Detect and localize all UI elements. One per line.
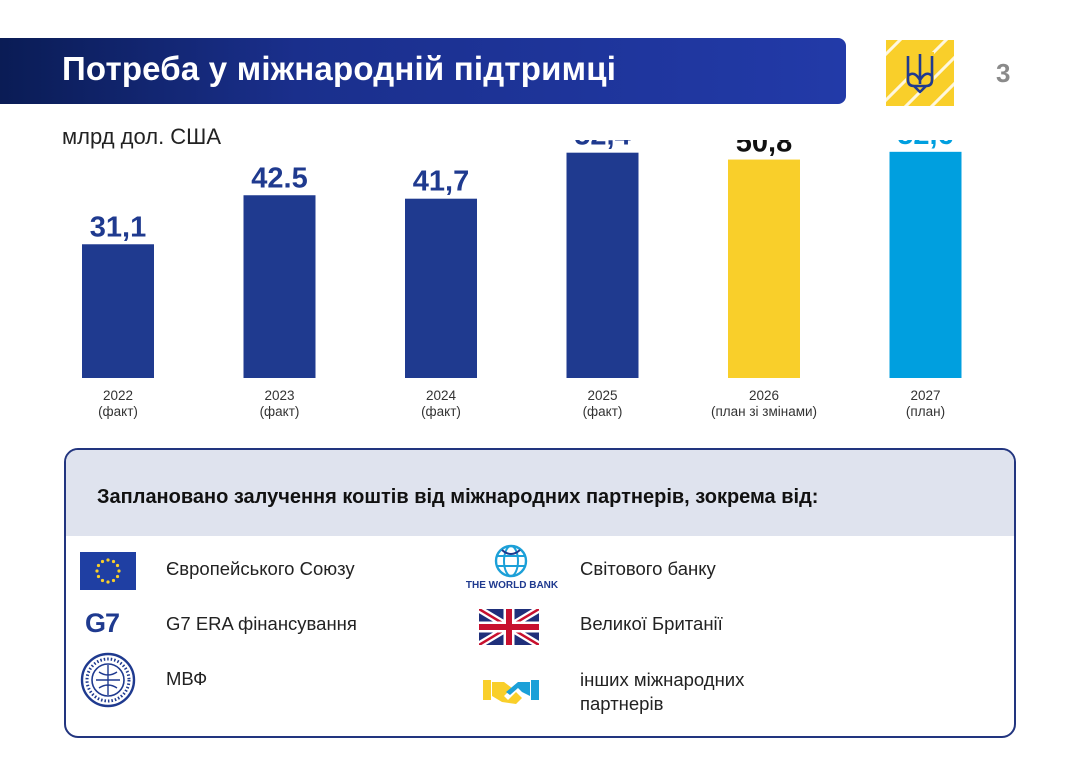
- partner-label-imf: МВФ: [166, 668, 208, 689]
- eu-star: [100, 559, 105, 564]
- partner-label-others-line2: партнерів: [580, 693, 664, 714]
- partner-label-eu: Європейського Союзу: [166, 558, 355, 579]
- x-tick-note-2022: (факт): [98, 404, 138, 419]
- partner-label-g7: G7 ERA фінансування: [166, 613, 357, 634]
- bar-2027: [889, 151, 962, 378]
- world-bank-logo-icon: THE WORLD BANK: [465, 580, 559, 591]
- eu-star: [100, 578, 105, 583]
- eu-star: [111, 578, 116, 583]
- imf-seal-icon: [80, 652, 136, 708]
- x-tick-label-2022: 2022: [103, 388, 133, 403]
- bar-chart: 31,12022(факт)42.52023(факт)41,72024(фак…: [82, 140, 962, 419]
- eu-star: [115, 574, 120, 579]
- x-tick-note-2024: (факт): [421, 404, 461, 419]
- eu-star: [95, 569, 99, 573]
- bar-2022: [82, 244, 154, 378]
- x-tick-note-2027: (план): [906, 404, 945, 419]
- x-tick-label-2024: 2024: [426, 388, 457, 403]
- value-label-2027: 52,6: [897, 140, 953, 151]
- eu-star: [117, 569, 121, 573]
- eu-star: [111, 559, 116, 564]
- eu-star: [106, 580, 110, 584]
- world-bank-globe-icon: [494, 544, 528, 578]
- title-bar: [0, 38, 846, 104]
- chart-unit-label: млрд дол. США: [62, 124, 222, 149]
- x-tick-note-2026: (план зі змінами): [711, 404, 817, 419]
- x-tick-label-2023: 2023: [264, 388, 294, 403]
- eu-flag-icon: [80, 552, 136, 590]
- value-label-2022: 31,1: [90, 211, 146, 243]
- eu-star: [106, 558, 110, 562]
- partner-label-uk: Великої Британії: [580, 613, 723, 634]
- uk-flag-icon: [479, 609, 539, 645]
- partners-panel: Заплановано залучення коштів від міжнаро…: [64, 448, 1016, 738]
- bar-2025: [566, 152, 639, 378]
- x-tick-note-2023: (факт): [260, 404, 300, 419]
- eu-star: [115, 563, 120, 568]
- ukraine-trident-logo-icon: [886, 40, 954, 106]
- partner-label-others: інших міжнародних партнерів: [580, 668, 744, 716]
- bar-2024: [405, 198, 477, 378]
- partners-heading: Заплановано залучення коштів від міжнаро…: [97, 486, 819, 508]
- eu-star: [96, 574, 101, 579]
- x-tick-label-2027: 2027: [910, 388, 940, 403]
- g7-logo-icon: G7: [85, 608, 120, 638]
- eu-star: [96, 563, 101, 568]
- x-tick-note-2025: (факт): [583, 404, 623, 419]
- partner-label-others-line1: інших міжнародних: [580, 669, 745, 690]
- partners-panel-header: [66, 450, 1014, 536]
- value-label-2026: 50,8: [736, 140, 792, 159]
- x-tick-label-2025: 2025: [587, 388, 617, 403]
- value-label-2025: 52,4: [574, 140, 630, 152]
- bar-2026: [728, 159, 800, 378]
- handshake-icon: [483, 680, 539, 704]
- value-label-2024: 41,7: [413, 166, 469, 198]
- value-label-2023: 42.5: [251, 162, 307, 194]
- page-title: Потреба у міжнародній підтримці: [62, 50, 617, 87]
- partner-label-world-bank: Світового банку: [580, 558, 716, 579]
- page-number: 3: [996, 58, 1011, 88]
- bar-2023: [243, 195, 316, 378]
- x-tick-label-2026: 2026: [749, 388, 779, 403]
